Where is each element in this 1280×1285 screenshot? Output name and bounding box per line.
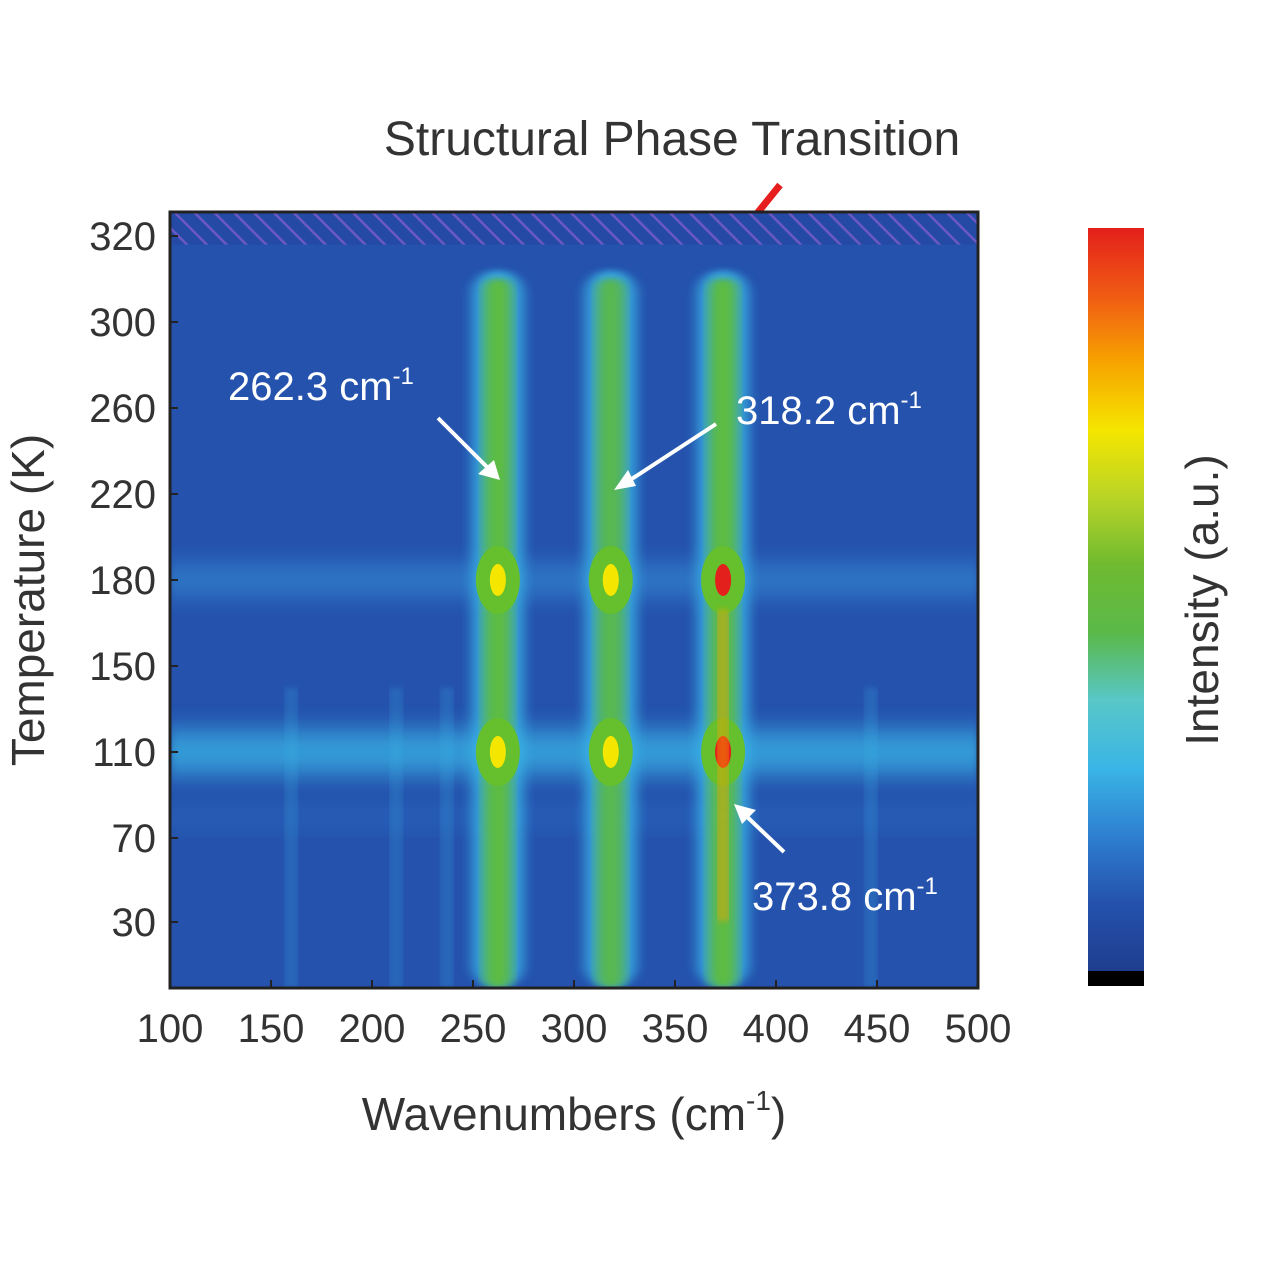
x-axis-title-sup: -1 [746,1085,771,1116]
peak-traces [286,270,876,988]
x-axis: 100 150 200 250 300 350 400 450 500 [137,980,1012,1051]
x-tick-label: 250 [440,1007,507,1051]
peak-label-374: 373.8 cm-1 [752,873,938,919]
band-180K [170,564,978,596]
temperature-bands [170,564,978,827]
peak-label-262-text: 262.3 cm [228,365,393,409]
peak-annotation-262: 262.3 cm-1 [228,363,500,480]
x-tick-label: 450 [844,1007,911,1051]
peak-hotspot-180K [489,564,506,596]
peak-label-262-sup: -1 [393,363,414,390]
peak-hot-core [719,608,728,922]
y-axis-title: Temperature (K) [2,434,54,766]
x-tick-label: 150 [238,1007,305,1051]
x-tick-label: 350 [642,1007,709,1051]
plot-area [170,212,978,988]
peak-annotation-374: 373.8 cm-1 [734,804,938,919]
peak-arrowhead-318 [614,470,636,490]
peak-hotspot-110K [489,736,506,768]
peak-trace-318 [584,270,637,988]
peak-hotspot-180K [715,564,732,596]
peak-label-262: 262.3 cm-1 [228,363,414,409]
x-tick-label: 300 [541,1007,608,1051]
peak-arrowhead-374 [734,804,756,824]
y-tick-label: 300 [89,301,156,345]
minor-peak-237 [441,687,452,988]
peak-arrow-262 [436,416,494,474]
peak-arrow-374 [740,810,786,854]
x-axis-title-text: Wavenumbers (cm [362,1088,746,1140]
y-tick-label: 110 [92,731,156,775]
x-tick-label: 500 [945,1007,1012,1051]
band-80K [170,806,978,827]
y-tick-label: 70 [112,817,157,861]
y-tick-label: 150 [89,645,156,689]
minor-peak-212 [391,687,402,988]
x-axis-title: Wavenumbers (cm-1) [362,1085,787,1140]
x-tick-label: 400 [743,1007,810,1051]
phase-transition-label: Structural Phase Transition [384,113,960,166]
peak-label-318: 318.2 cm-1 [736,387,922,433]
x-tick-label: 100 [137,1007,204,1051]
peak-label-374-sup: -1 [917,873,938,900]
x-axis-title-suffix: ) [771,1088,786,1140]
peak-arrow-318 [622,422,718,486]
peak-core [596,278,625,988]
peak-core [483,278,512,988]
peak-label-318-text: 318.2 cm [736,389,901,433]
y-tick-label: 220 [89,473,156,517]
y-axis: 30 70 110 150 180 220 260 300 320 [89,215,178,945]
band-110K [170,730,978,774]
x-tick-label: 200 [339,1007,406,1051]
peak-trace-374 [697,270,750,988]
heatmap-background [170,212,978,988]
peak-label-318-sup: -1 [901,387,922,414]
peak-arrowhead-262 [478,460,500,480]
phase-transition-region [170,212,978,245]
peak-label-374-text: 373.8 cm [752,875,917,919]
y-tick-label: 320 [89,215,156,259]
y-tick-label: 260 [89,387,156,431]
colorbar-title: Intensity (a.u.) [1176,454,1228,745]
y-tick-label: 180 [89,559,156,603]
colorbar [1088,228,1144,986]
minor-peak-160 [286,687,297,988]
peak-trace-262 [471,270,524,988]
peak-annotation-318: 318.2 cm-1 [614,387,922,490]
y-tick-label: 30 [112,901,157,945]
minor-peak-447 [865,687,876,988]
peak-hotspot-180K [602,564,619,596]
peak-hotspot-110K [602,736,619,768]
